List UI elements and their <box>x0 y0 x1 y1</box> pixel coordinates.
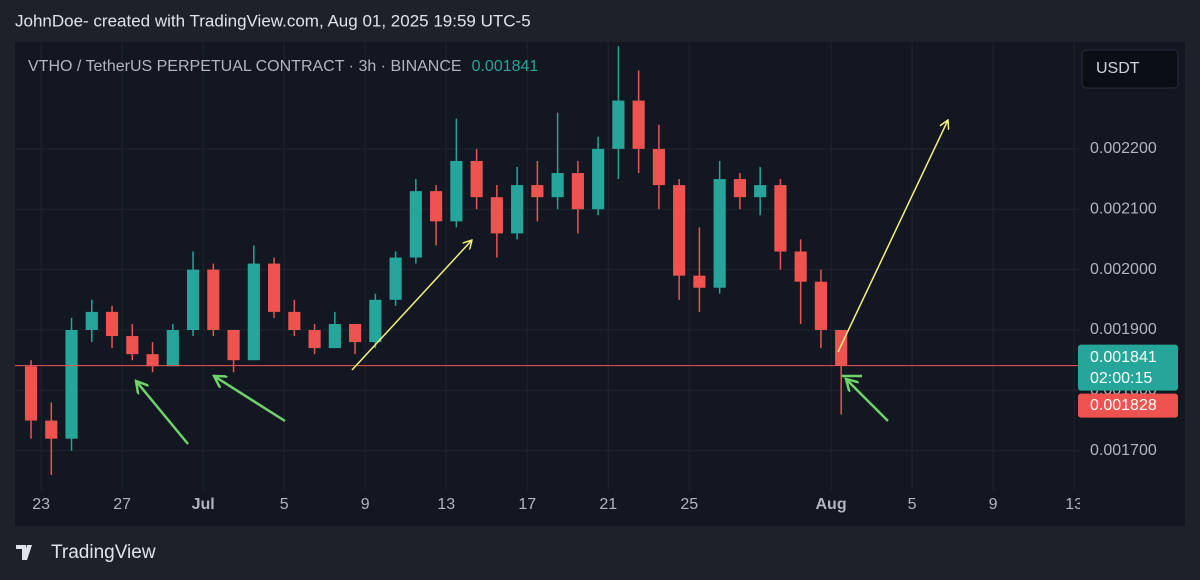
x-tick-label: 9 <box>989 496 998 513</box>
x-tick-label: 5 <box>280 496 289 513</box>
candle-body <box>430 191 443 222</box>
candle-body <box>45 420 58 439</box>
x-tick-label: 27 <box>113 496 131 513</box>
candle-body <box>531 185 544 198</box>
countdown: 02:00:15 <box>1090 370 1152 387</box>
x-tick-label: 13 <box>437 496 455 513</box>
candle-body <box>814 281 827 330</box>
candle-body <box>268 263 281 312</box>
footer: TradingView <box>51 542 156 563</box>
candle-body <box>450 160 463 222</box>
candle-body <box>65 330 78 439</box>
candle-body <box>166 330 179 367</box>
y-tick-label: 0.002200 <box>1090 140 1157 157</box>
last-price-label: 0.001841 <box>1090 349 1157 366</box>
x-tick-label: Aug <box>815 496 846 513</box>
candle-body <box>511 185 524 234</box>
x-tick-label: 17 <box>518 496 536 513</box>
candle-body <box>612 100 625 149</box>
currency-button[interactable] <box>1081 49 1179 89</box>
candle-body <box>409 191 422 258</box>
second-price-box <box>1078 393 1178 418</box>
y-tick-label: 0.002100 <box>1090 200 1157 217</box>
candle-body <box>551 173 564 198</box>
candle-body <box>186 269 200 330</box>
pointer-arrow <box>136 381 189 445</box>
y-tick-label: 0.001700 <box>1090 442 1157 459</box>
candle-body <box>470 160 483 198</box>
candle-body <box>652 148 665 186</box>
symbol: VTHO / TetherUS PERPETUAL CONTRACT · 3h … <box>28 58 462 75</box>
candle-body <box>24 366 38 421</box>
x-tick-label: 23 <box>32 496 50 513</box>
candle-body <box>227 330 240 361</box>
trend-arrow <box>351 240 472 371</box>
candle-body <box>389 257 402 300</box>
chart-title: VTHO / TetherUS PERPETUAL CONTRACT · 3h … <box>28 58 538 75</box>
candle-body <box>288 311 301 330</box>
candle-body <box>247 263 260 361</box>
candle-body <box>369 299 382 343</box>
second-price-label: 0.001828 <box>1090 397 1157 414</box>
candle-body <box>207 269 220 330</box>
y-tick-label: 0.001900 <box>1090 321 1157 338</box>
pointer-arrow <box>214 376 286 423</box>
currency: USDT <box>1096 60 1140 77</box>
annotations <box>136 120 948 445</box>
x-tick-label: 21 <box>599 496 617 513</box>
header: JohnDoe- created with TradingView.com, A… <box>15 11 531 30</box>
candle-body <box>733 179 746 198</box>
x-tick-label: 25 <box>680 496 698 513</box>
candle-body <box>105 311 119 337</box>
candle-body <box>490 197 503 234</box>
candle-body <box>754 185 767 198</box>
y-tick-label: 0.002000 <box>1090 261 1157 278</box>
candle-body <box>146 354 159 367</box>
candle-body <box>693 275 706 288</box>
candle-body <box>126 336 139 355</box>
candle-body <box>349 323 362 343</box>
candle-body <box>85 311 98 330</box>
candle-body <box>592 148 605 210</box>
x-tick-label: 9 <box>361 496 370 513</box>
candle-body <box>571 173 584 210</box>
candle-body <box>673 185 686 276</box>
candle-body <box>632 100 645 149</box>
candle-body <box>328 323 341 349</box>
candle-body <box>794 251 807 282</box>
pointer-arrow <box>846 379 889 422</box>
x-tick-label: 5 <box>908 496 917 513</box>
x-tick-label: Jul <box>192 496 215 513</box>
x-tick-label: 13 <box>1065 496 1083 513</box>
logo <box>16 545 32 560</box>
candle-body <box>774 185 787 252</box>
trend-arrow <box>837 120 948 353</box>
last-price-box <box>1078 344 1178 391</box>
title-last-price: 0.001841 <box>472 58 539 75</box>
candle-body <box>713 179 726 288</box>
candle-body <box>308 330 321 349</box>
